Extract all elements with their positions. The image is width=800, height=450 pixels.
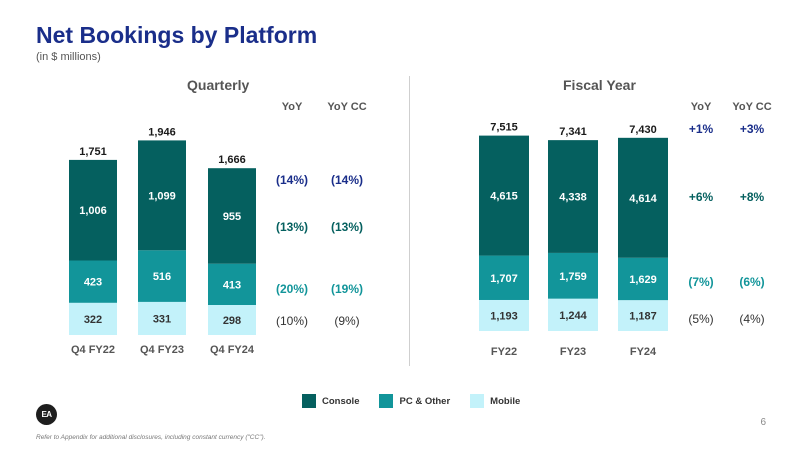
page-title: Net Bookings by Platform [36,22,318,48]
yoy-mobile-yoy-cc: (4%) [739,312,764,326]
bar-console-q4-fy24 [208,168,256,264]
bar-console-q4-fy23 [138,140,186,251]
legend-label-pc-other: PC & Other [399,395,451,407]
value-label-pc-other-fy22: 1,707 [490,273,518,285]
fiscal-year-chart-title: Fiscal Year [563,77,636,93]
legend-item-console: Console [302,394,359,408]
bar-pc-other-q4-fy23 [138,250,186,302]
value-label-console-q4-fy22: 1,006 [79,205,107,217]
category-label-fy24: FY24 [630,346,657,358]
category-label-fy23: FY23 [560,346,586,358]
total-label-fy23: 7,341 [559,126,587,138]
yoy-header-yoy: YoY [282,101,303,113]
category-label-fy22: FY22 [491,346,517,358]
category-label-q4-fy24: Q4 FY24 [210,344,255,356]
category-label-q4-fy23: Q4 FY23 [140,344,184,356]
legend-swatch-console [302,394,316,408]
yoy-header-yoy-cc: YoY CC [327,101,366,113]
value-label-console-q4-fy24: 955 [223,211,241,223]
yoy-total-yoy-cc: (14%) [331,173,363,187]
yoy-mobile-yoy: (10%) [276,314,308,328]
value-label-mobile-q4-fy24: 298 [223,315,241,327]
bar-pc-other-q4-fy24 [208,263,256,305]
value-label-mobile-fy23: 1,244 [559,310,587,322]
footnote: Refer to Appendix for additional disclos… [36,434,266,441]
legend-item-pc-other: PC & Other [379,394,450,408]
value-label-console-fy22: 4,615 [490,191,518,203]
total-label-q4-fy24: 1,666 [218,154,246,166]
yoy-console-yoy: +6% [689,190,714,204]
legend-swatch-mobile [470,394,485,408]
value-label-mobile-fy24: 1,187 [629,311,657,323]
bar-mobile-fy22 [479,299,529,331]
value-label-mobile-q4-fy22: 322 [84,314,102,326]
bar-mobile-q4-fy24 [208,305,256,335]
bar-mobile-fy24 [618,300,668,331]
bar-console-fy24 [618,137,668,258]
yoy-total-yoy: (14%) [276,173,308,187]
section-divider [409,76,410,366]
bar-pc-other-q4-fy22 [69,260,117,303]
legend-label-console: Console [322,395,360,407]
page-number: 6 [760,417,766,428]
yoy-pc-other-yoy-cc: (6%) [739,275,764,289]
value-label-pc-other-q4-fy22: 423 [84,277,102,289]
bar-mobile-fy23 [548,298,598,331]
yoy-mobile-yoy-cc: (9%) [334,314,359,328]
ea-logo: EA [36,404,57,425]
value-label-pc-other-q4-fy23: 516 [153,271,171,283]
value-label-console-fy23: 4,338 [559,192,587,204]
bar-console-fy23 [548,140,598,253]
total-label-fy22: 7,515 [490,122,518,134]
legend-swatch-pc-other [379,394,394,408]
total-label-q4-fy23: 1,946 [148,126,176,138]
value-label-mobile-q4-fy23: 331 [153,313,171,325]
value-label-pc-other-q4-fy24: 413 [223,279,241,291]
yoy-console-yoy-cc: +8% [740,190,765,204]
yoy-pc-other-yoy: (7%) [688,275,713,289]
bar-pc-other-fy22 [479,255,529,300]
yoy-total-yoy-cc: +3% [740,122,765,136]
bar-console-q4-fy22 [69,159,117,261]
yoy-header-yoy-cc: YoY CC [732,101,771,113]
quarterly-chart: 322 423 1,006 1,751 Q4 FY22 331 516 1,099 1,946 Q… [69,101,367,356]
page-subtitle: (in $ millions) [36,51,101,63]
legend-item-mobile: Mobile [470,394,520,408]
value-label-mobile-fy22: 1,193 [490,310,518,322]
total-label-q4-fy22: 1,751 [79,146,107,158]
category-label-q4-fy22: Q4 FY22 [71,344,115,356]
bar-console-fy22 [479,135,529,256]
bar-mobile-q4-fy23 [138,301,186,335]
yoy-total-yoy: +1% [689,122,714,136]
yoy-pc-other-yoy-cc: (19%) [331,282,363,296]
yoy-pc-other-yoy: (20%) [276,282,308,296]
fiscal-year-chart: 1,193 1,707 4,615 7,515 FY22 1,244 1,759 4,338 7… [479,101,772,358]
chart-legend: Console PC & Other Mobile [302,394,520,408]
yoy-mobile-yoy: (5%) [688,312,713,326]
bar-pc-other-fy23 [548,252,598,299]
legend-label-mobile: Mobile [490,395,521,407]
value-label-pc-other-fy23: 1,759 [559,271,587,283]
value-label-console-fy24: 4,614 [629,193,657,205]
yoy-header-yoy: YoY [691,101,712,113]
yoy-console-yoy-cc: (13%) [331,220,363,234]
value-label-console-q4-fy23: 1,099 [148,190,176,202]
quarterly-chart-title: Quarterly [187,77,250,93]
bar-pc-other-fy24 [618,257,668,301]
yoy-console-yoy: (13%) [276,220,308,234]
bar-mobile-q4-fy22 [69,302,117,335]
total-label-fy24: 7,430 [629,124,657,136]
value-label-pc-other-fy24: 1,629 [629,274,657,286]
